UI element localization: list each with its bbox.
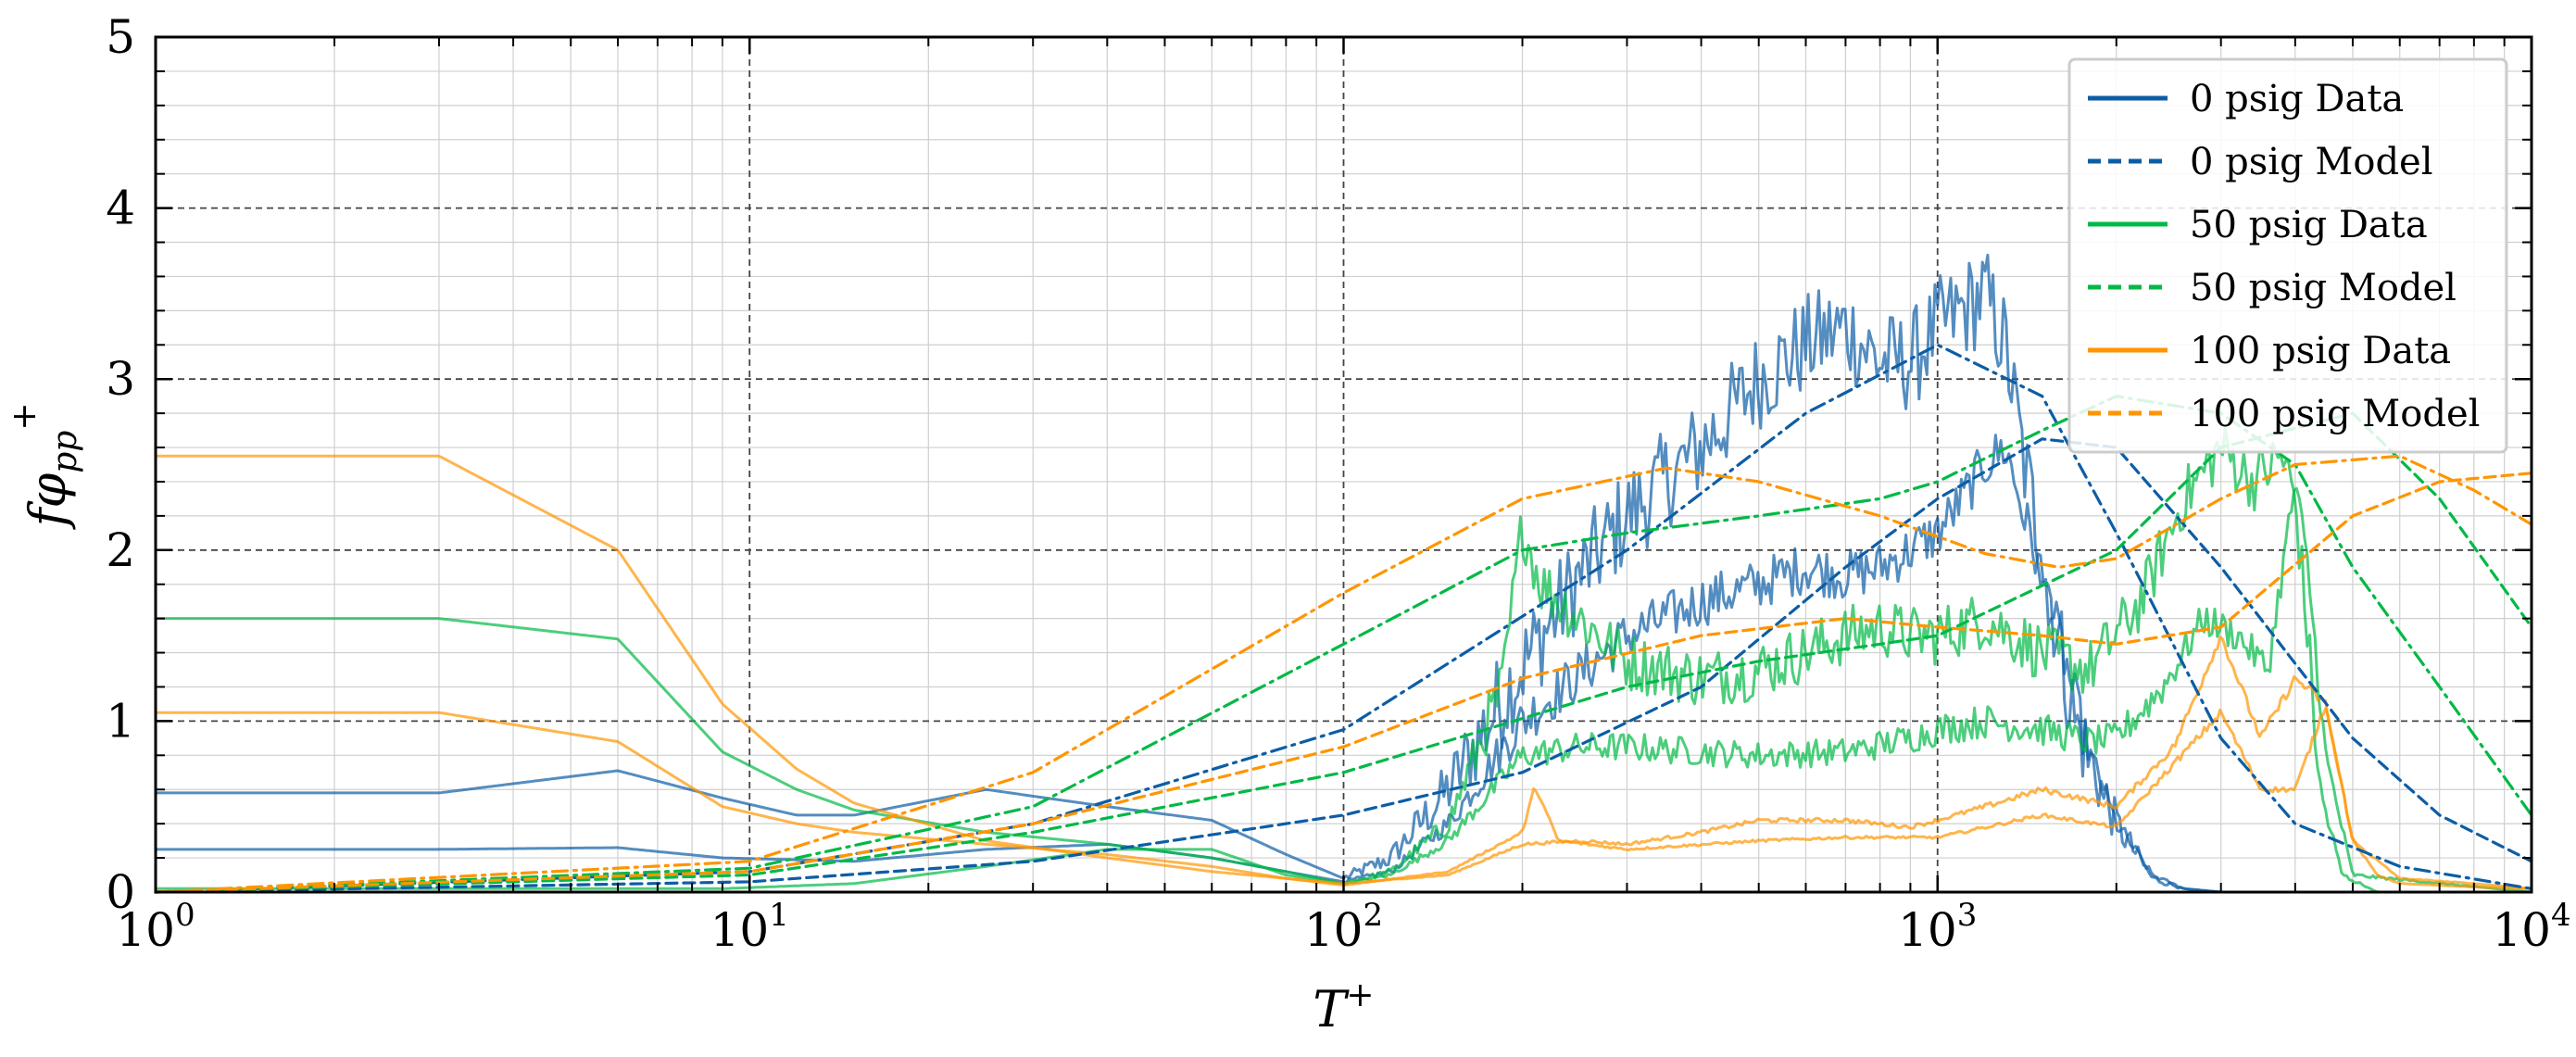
y-tick-label: 4 — [106, 182, 135, 235]
x-tick-base: 10 — [2492, 903, 2551, 957]
x-tick-exp: 3 — [1957, 897, 1978, 934]
legend: 0 psig Data 0 psig Model 50 psig Data 50 ps… — [2067, 57, 2508, 454]
series-line-11 — [154, 472, 2533, 894]
y-axis-title-base: fφ — [19, 473, 77, 531]
y-axis-title-sup: + — [6, 402, 44, 430]
legend-label: 50 psig Data — [2190, 204, 2428, 246]
y-tick-label: 0 — [106, 865, 135, 919]
x-tick-label: 104 — [2492, 897, 2570, 957]
x-axis-title: T+ — [1313, 976, 1374, 1038]
x-tick-base: 10 — [1304, 903, 1363, 957]
x-tick-base: 10 — [1898, 903, 1957, 957]
series-line-7 — [154, 437, 2533, 894]
y-tick-label: 5 — [106, 10, 135, 64]
x-tick-exp: 4 — [2551, 897, 2571, 934]
legend-label: 50 psig Model — [2190, 267, 2457, 309]
legend-label: 0 psig Data — [2190, 78, 2404, 120]
x-tick-label: 102 — [1304, 897, 1383, 957]
x-tick-exp: 2 — [1363, 897, 1383, 934]
y-axis-title-group: fφpp+ — [6, 402, 84, 530]
x-tick-base: 10 — [116, 903, 175, 957]
x-axis-title-base: T — [1313, 980, 1350, 1038]
series-line-10 — [154, 454, 2533, 894]
y-tick-label: 1 — [106, 694, 135, 748]
legend-box — [2067, 57, 2508, 454]
y-tick-label: 3 — [106, 352, 135, 406]
x-tick-label: 100 — [116, 897, 195, 957]
legend-label: 100 psig Model — [2190, 393, 2480, 435]
x-tick-base: 10 — [710, 903, 770, 957]
y-axis-title-sub: pp — [46, 431, 84, 473]
y-axis-title: fφpp+ — [6, 402, 84, 530]
y-tick-label: 2 — [106, 523, 135, 577]
series-line-6 — [154, 343, 2533, 894]
legend-label: 100 psig Data — [2190, 330, 2451, 372]
x-tick-label: 103 — [1898, 897, 1977, 957]
x-tick-exp: 1 — [769, 897, 789, 934]
x-tick-exp: 0 — [175, 897, 195, 934]
series-line-8 — [154, 395, 2533, 894]
legend-label: 0 psig Model — [2190, 141, 2433, 183]
x-tick-label: 101 — [710, 897, 789, 957]
x-axis-title-sup: + — [1346, 976, 1374, 1014]
